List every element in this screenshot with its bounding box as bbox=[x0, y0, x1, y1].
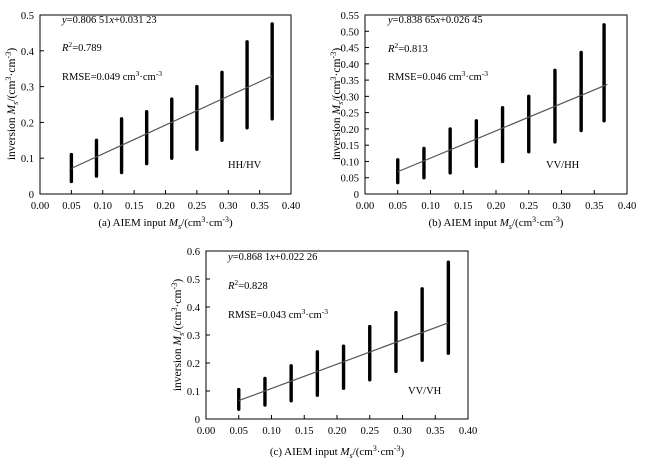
y-tick-label: 0 bbox=[354, 190, 359, 201]
x-tick-label: 0.05 bbox=[62, 201, 80, 212]
y-tick-label: 0.3 bbox=[21, 83, 34, 94]
regression-line bbox=[71, 75, 273, 169]
chart-caption: (a) AIEM input Ms/(cm3·cm-3) bbox=[98, 215, 233, 231]
y-tick-label: 0 bbox=[195, 415, 200, 426]
x-tick-label: 0.00 bbox=[356, 201, 374, 212]
y-tick-label: 0.45 bbox=[341, 44, 359, 55]
x-tick-label: 0.20 bbox=[487, 201, 505, 212]
y-tick-label: 0.35 bbox=[341, 76, 359, 87]
y-tick-label: 0.05 bbox=[341, 174, 359, 185]
x-tick-label: 0.20 bbox=[328, 426, 346, 437]
y-tick-label: 0.15 bbox=[341, 141, 359, 152]
y-tick-label: 0.4 bbox=[187, 303, 201, 314]
x-tick-label: 0.00 bbox=[31, 201, 49, 212]
chart-panel-1: 0.00 0.05 0.10 0.15 0.20 0.25 0.30 0.35 0.40 0 0.1… bbox=[4, 11, 300, 231]
y-tick-label: 0.2 bbox=[21, 118, 34, 129]
y-axis-label: inversion Ms/(cm3·cm-3) bbox=[4, 48, 20, 161]
x-tick-label: 0.00 bbox=[197, 426, 215, 437]
rmse-label: RMSE=0.043 cm3·cm-3 bbox=[228, 307, 328, 321]
y-tick-label: 0.30 bbox=[341, 92, 359, 103]
rmse-label: RMSE=0.049 cm3·cm-3 bbox=[62, 69, 162, 83]
x-tick-label: 0.25 bbox=[520, 201, 538, 212]
polarization-label: VV/VH bbox=[408, 386, 442, 397]
y-tick-label: 0.40 bbox=[341, 60, 359, 71]
y-tick-label: 0.1 bbox=[187, 387, 200, 398]
plot-frame bbox=[364, 14, 628, 195]
x-tick-label: 0.10 bbox=[421, 201, 439, 212]
x-tick-label: 0.40 bbox=[618, 201, 636, 212]
x-tick-label: 0.30 bbox=[552, 201, 570, 212]
chart-panel-3: 0.00 0.05 0.10 0.15 0.20 0.25 0.30 0.35 0.40 0 0.1… bbox=[170, 247, 477, 460]
y-tick-label: 0.50 bbox=[341, 27, 359, 38]
x-tick-label: 0.20 bbox=[156, 201, 174, 212]
y-tick-label: 0.5 bbox=[21, 11, 34, 22]
r-squared-label: R2=0.813 bbox=[387, 41, 428, 55]
regression-line bbox=[238, 322, 449, 402]
r-squared-label: R2=0.828 bbox=[227, 278, 268, 292]
regression-equation: y=0.868 1x+0.022 26 bbox=[227, 252, 317, 263]
y-tick-label: 0.20 bbox=[341, 125, 359, 136]
x-tick-label: 0.30 bbox=[219, 201, 237, 212]
y-tick-label: 0.6 bbox=[187, 247, 200, 258]
x-tick-label: 0.15 bbox=[454, 201, 472, 212]
y-tick-label: 0.3 bbox=[187, 331, 200, 342]
polarization-label: HH/HV bbox=[228, 160, 262, 171]
x-tick-label: 0.40 bbox=[459, 426, 477, 437]
x-tick-label: 0.10 bbox=[262, 426, 280, 437]
chart-panel-2: 0.00 0.05 0.10 0.15 0.20 0.25 0.30 0.35 0.40 0 0.0… bbox=[329, 11, 636, 231]
y-tick-label: 0.55 bbox=[341, 11, 359, 22]
polarization-label: VV/HH bbox=[546, 160, 580, 171]
chart-caption: (b) AIEM input Ms/(cm3·cm-3) bbox=[429, 215, 564, 231]
y-axis-label: inversion Ms/(cm3·cm-3) bbox=[329, 48, 345, 161]
x-tick-label: 0.35 bbox=[250, 201, 268, 212]
y-tick-label: 0.2 bbox=[187, 359, 200, 370]
y-axis-label: inversion Ms/(cm3·cm-3) bbox=[170, 279, 186, 392]
x-tick-label: 0.25 bbox=[188, 201, 206, 212]
x-tick-label: 0.05 bbox=[230, 426, 248, 437]
y-tick-label: 0 bbox=[29, 190, 34, 201]
y-tick-label: 0.10 bbox=[341, 157, 359, 168]
y-tick-label: 0.5 bbox=[187, 275, 200, 286]
x-tick-label: 0.15 bbox=[125, 201, 143, 212]
x-tick-label: 0.30 bbox=[393, 426, 411, 437]
y-tick-label: 0.4 bbox=[21, 47, 35, 58]
chart-caption: (c) AIEM input Ms/(cm3·cm-3) bbox=[270, 444, 405, 460]
regression-equation: y=0.838 65x+0.026 45 bbox=[387, 15, 483, 26]
x-tick-label: 0.35 bbox=[585, 201, 603, 212]
y-tick-label: 0.1 bbox=[21, 154, 34, 165]
x-tick-label: 0.15 bbox=[295, 426, 313, 437]
r-squared-label: R2=0.789 bbox=[61, 40, 102, 54]
y-tick-label: 0.25 bbox=[341, 109, 359, 120]
x-tick-label: 0.10 bbox=[94, 201, 112, 212]
rmse-label: RMSE=0.046 cm3·cm-3 bbox=[388, 69, 488, 83]
x-tick-label: 0.40 bbox=[282, 201, 300, 212]
x-tick-label: 0.25 bbox=[361, 426, 379, 437]
regression-equation: y=0.806 51x+0.031 23 bbox=[61, 15, 157, 26]
regression-line bbox=[397, 83, 608, 173]
x-tick-label: 0.35 bbox=[426, 426, 444, 437]
x-tick-label: 0.05 bbox=[389, 201, 407, 212]
